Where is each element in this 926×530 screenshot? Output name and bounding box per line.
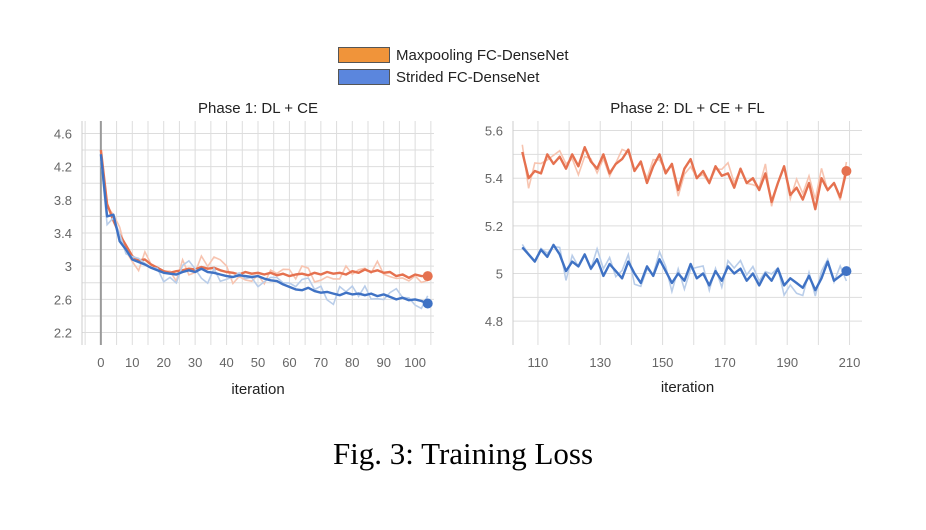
series-raw-line-strided (100, 158, 429, 310)
chart-panel-2: Phase 2: DL + CE + FL 4.8 5 5.2 5.4 5.6 110 130… (485, 100, 862, 396)
y-tick-label: 5 (496, 267, 503, 282)
x-axis-label: iteration (231, 381, 284, 398)
y-tick-label: 5.4 (485, 171, 503, 186)
series-line-maxpooling (521, 145, 848, 211)
x-tick-label: 10 (125, 355, 139, 370)
x-tick-label: 40 (219, 355, 233, 370)
legend: Maxpooling FC-DenseNet Strided FC-DenseN… (338, 44, 569, 88)
x-tick-label: 130 (589, 355, 611, 370)
x-tick-label: 20 (156, 355, 170, 370)
x-axis-label: iteration (661, 379, 714, 396)
y-tick-label: 3.8 (54, 193, 72, 208)
y-tick-label: 3 (65, 259, 72, 274)
x-tick-label: 70 (314, 355, 328, 370)
series-line-maxpooling (99, 149, 428, 279)
y-tick-label: 2.6 (54, 292, 72, 307)
x-tick-label: 170 (714, 355, 736, 370)
x-tick-label: 210 (839, 355, 861, 370)
figure-caption: Fig. 3: Training Loss (332, 436, 594, 471)
legend-label-maxpooling: Maxpooling FC-DenseNet (396, 46, 569, 64)
y-tick-label: 4.8 (485, 314, 503, 329)
x-tick-label: 30 (188, 355, 202, 370)
series-line-strided (99, 154, 429, 305)
x-tick-label: 50 (251, 355, 265, 370)
y-tick-label: 4.2 (54, 160, 72, 175)
y-tick-label: 5.2 (485, 219, 503, 234)
legend-item-strided: Strided FC-DenseNet (338, 66, 569, 88)
series-end-point-strided (422, 298, 433, 309)
series-end-point-maxpooling (422, 271, 433, 282)
x-tick-label: 80 (345, 355, 359, 370)
x-tick-label: 60 (282, 355, 296, 370)
series-raw-line-strided (521, 243, 848, 298)
legend-swatch-strided (338, 69, 390, 85)
legend-label-strided: Strided FC-DenseNet (396, 68, 540, 86)
legend-swatch-maxpooling (338, 47, 390, 63)
series-end-point-strided (841, 266, 852, 277)
x-tick-label: 0 (97, 355, 104, 370)
series-end-point-maxpooling (841, 166, 852, 177)
y-tick-label: 3.4 (54, 226, 72, 241)
x-tick-label: 190 (776, 355, 798, 370)
series-line-strided (521, 243, 848, 292)
x-tick-label: 150 (652, 355, 674, 370)
y-tick-label: 5.6 (485, 124, 503, 139)
legend-item-maxpooling: Maxpooling FC-DenseNet (338, 44, 569, 66)
chart-title: Phase 2: DL + CE + FL (610, 100, 765, 117)
y-tick-label: 4.6 (54, 126, 72, 141)
x-tick-label: 110 (528, 355, 549, 370)
y-tick-label: 2.2 (54, 326, 72, 341)
x-tick-label: 100 (404, 355, 426, 370)
series-raw-line-maxpooling (100, 161, 428, 286)
chart-panel-1: Phase 1: DL + CE 2.2 2.6 3 3.4 3.8 4.2 4.6 0 10 20… (54, 100, 434, 398)
x-tick-label: 90 (376, 355, 390, 370)
chart-title: Phase 1: DL + CE (198, 100, 318, 117)
